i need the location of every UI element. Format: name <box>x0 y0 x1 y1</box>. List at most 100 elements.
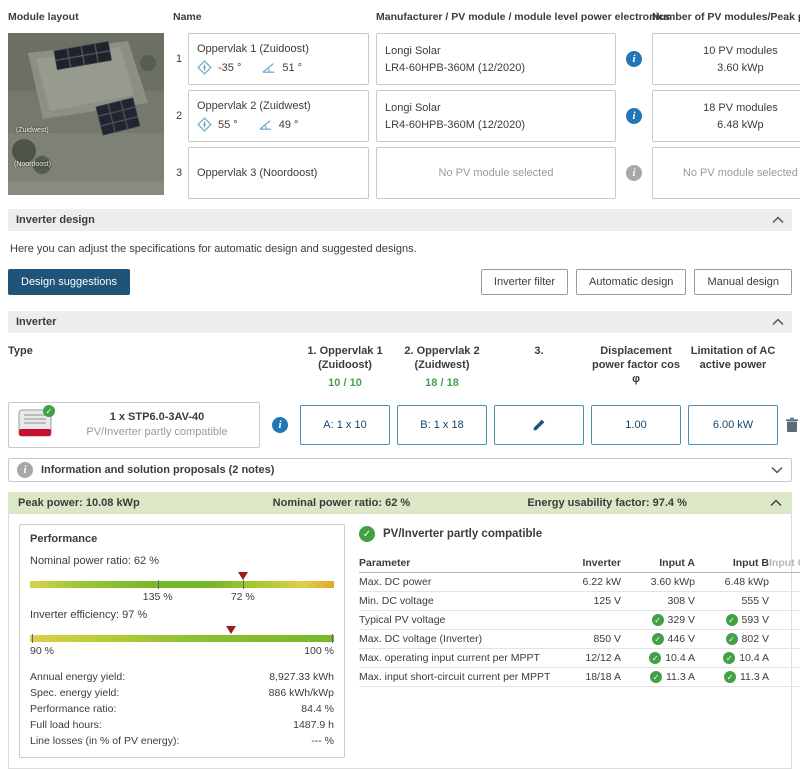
check-icon <box>724 671 736 684</box>
peak-power-summary: Peak power: 10.08 kWp <box>18 497 140 510</box>
pencil-icon <box>533 419 545 431</box>
manual-design-button[interactable]: Manual design <box>694 269 792 295</box>
type-column-header: Type <box>8 345 33 357</box>
module-info-icon-3: i <box>626 165 642 181</box>
inverter-design-section-header[interactable]: Inverter design <box>8 209 792 231</box>
ac-limit-value[interactable]: 6.00 kW <box>688 405 778 446</box>
delete-inverter-button[interactable] <box>785 417 799 433</box>
chevron-up-icon[interactable] <box>772 318 784 326</box>
inverter-table-header: Type 1. Oppervlak 1 (Zuidoost) 10 / 10 2… <box>8 345 792 390</box>
stat-row: Annual energy yield: 8,927.33 kWh <box>30 671 334 684</box>
check-icon <box>725 633 738 646</box>
stat-row: Performance ratio: 84.4 % <box>30 703 334 716</box>
inverter-device-icon <box>17 409 53 442</box>
surface-row-3: 3 Oppervlak 3 (Noordoost) <box>173 147 369 199</box>
table-row: Max. DC voltage (Inverter) 850 V 446 V 8… <box>359 630 800 650</box>
performance-card: Performance Nominal power ratio: 62 % 13… <box>19 524 345 759</box>
module-select-box-2[interactable]: Longi Solar LR4-60HPB-360M (12/2020) <box>376 90 616 142</box>
inverter-type-box[interactable]: 1 x STP6.0-3AV-40 PV/Inverter partly com… <box>8 402 260 449</box>
image-label-zuidwest: (Zuidwest) <box>16 127 49 134</box>
performance-title: Performance <box>30 533 98 546</box>
check-icon <box>651 633 664 646</box>
automatic-design-button[interactable]: Automatic design <box>576 269 687 295</box>
inverter-name: 1 x STP6.0-3AV-40 <box>109 411 205 424</box>
inverter-filter-button[interactable]: Inverter filter <box>480 269 569 295</box>
nominal-power-ratio-summary: Nominal power ratio: 62 % <box>272 497 411 510</box>
inverter-efficiency-label: Inverter efficiency: 97 % <box>30 609 148 622</box>
manufacturer: Longi Solar <box>385 101 441 114</box>
nominal-power-ratio-gauge: 135 % 72 % <box>30 572 334 605</box>
roof-aerial-image[interactable]: (Zuidwest) (Noordoost) <box>8 33 166 195</box>
chevron-up-icon[interactable] <box>770 499 782 507</box>
edit-assignment-button[interactable] <box>494 405 584 446</box>
input-b-assignment[interactable]: B: 1 x 18 <box>397 405 487 446</box>
surface-name: Oppervlak 2 (Zuidwest) <box>197 100 311 112</box>
surface-name-box[interactable]: Oppervlak 1 (Zuidoost) -35 ° 51 ° <box>188 33 369 85</box>
tilt-icon <box>258 117 273 132</box>
module-count: 18 PV modules <box>703 101 778 114</box>
information-proposals-bar[interactable]: i Information and solution proposals (2 … <box>8 458 792 483</box>
notes-info-icon: i <box>17 462 33 479</box>
module-count-box-3[interactable]: No PV module selected <box>652 147 800 199</box>
row-number: 2 <box>175 110 183 122</box>
image-label-noordoost: (Noordoost) <box>14 161 51 168</box>
trash-icon <box>786 417 798 433</box>
chevron-down-icon[interactable] <box>771 466 783 474</box>
ac-limit-column-header: Limitation of AC active power <box>690 345 776 371</box>
module-count-box-1[interactable]: 10 PV modules 3.60 kWp <box>652 33 800 85</box>
gauge-tick-label: 72 % <box>230 591 255 604</box>
cos-phi-column-header: Displacement power factor cos φ <box>591 345 681 385</box>
inverter-efficiency-gauge: 90 % 100 % <box>30 626 334 659</box>
energy-usability-summary: Energy usability factor: 97.4 % <box>527 497 687 510</box>
surface-row-2: 2 Oppervlak 2 (Zuidwest) 55 ° 49 ° <box>173 90 369 142</box>
check-icon <box>649 652 662 665</box>
module-select-box-3[interactable]: No PV module selected <box>376 147 616 199</box>
results-panel: Performance Nominal power ratio: 62 % 13… <box>8 514 800 769</box>
module-info-icon-1[interactable]: i <box>626 51 642 67</box>
inverter-design-description: Here you can adjust the specifications f… <box>10 243 417 255</box>
surface3-column-header: 3. <box>534 345 544 357</box>
input-a-assignment[interactable]: A: 1 x 10 <box>300 405 390 446</box>
chevron-up-icon[interactable] <box>772 216 784 224</box>
tilt-value: 51 ° <box>282 61 303 74</box>
results-summary-bar[interactable]: Peak power: 10.08 kWp Nominal power rati… <box>8 492 792 515</box>
gauge-tick-label: 100 % <box>304 645 334 658</box>
no-module-text: No PV module selected <box>438 167 554 179</box>
table-row: Max. DC power 6.22 kW 3.60 kWp 6.48 kWp <box>359 573 800 593</box>
check-icon <box>725 614 738 627</box>
stat-row: Line losses (in % of PV energy): --- % <box>30 735 334 748</box>
azimuth-value: -35 ° <box>218 61 242 74</box>
row-number: 3 <box>175 167 183 179</box>
tilt-icon <box>261 60 276 75</box>
compatible-check-icon <box>43 405 55 418</box>
compatibility-panel: PV/Inverter partly compatible Parameter … <box>359 524 800 758</box>
design-suggestions-button[interactable]: Design suggestions <box>8 269 131 295</box>
check-icon <box>651 614 664 627</box>
peak-power: 6.48 kWp <box>717 118 764 131</box>
surface-name-box[interactable]: Oppervlak 3 (Noordoost) <box>188 147 369 199</box>
table-row: Max. operating input current per MPPT 12… <box>359 649 800 669</box>
module-count-box-2[interactable]: 18 PV modules 6.48 kWp <box>652 90 800 142</box>
nominal-power-ratio-label: Nominal power ratio: 62 % <box>30 555 160 568</box>
name-column-header: Name <box>173 11 202 23</box>
module-type: LR4-60HPB-360M (12/2020) <box>385 61 526 74</box>
gauge-tick-label: 135 % <box>142 591 173 604</box>
module-info-icon-2[interactable]: i <box>626 108 642 124</box>
check-icon <box>650 671 662 684</box>
cos-phi-value[interactable]: 1.00 <box>591 405 681 446</box>
inverter-section-header[interactable]: Inverter <box>8 311 792 333</box>
row-number: 1 <box>175 53 183 65</box>
tilt-value: 49 ° <box>278 118 299 131</box>
table-row: Min. DC voltage 125 V 308 V 555 V <box>359 592 800 612</box>
compatibility-title: PV/Inverter partly compatible <box>383 528 543 541</box>
module-select-box-1[interactable]: Longi Solar LR4-60HPB-360M (12/2020) <box>376 33 616 85</box>
inverter-info-icon[interactable]: i <box>272 417 288 434</box>
gauge-tick-label: 90 % <box>30 645 54 658</box>
inverter-compatibility-note: PV/Inverter partly compatible <box>86 426 228 439</box>
section-title: Inverter design <box>16 214 95 226</box>
surface1-module-count: 10 / 10 <box>328 376 362 389</box>
section-title: Inverter <box>16 316 57 328</box>
surface-name-box[interactable]: Oppervlak 2 (Zuidwest) 55 ° 49 ° <box>188 90 369 142</box>
count-column-header: Number of PV modules/Peak power <box>652 11 800 23</box>
compatibility-table: Parameter Inverter Input A Input B Input… <box>359 554 800 688</box>
